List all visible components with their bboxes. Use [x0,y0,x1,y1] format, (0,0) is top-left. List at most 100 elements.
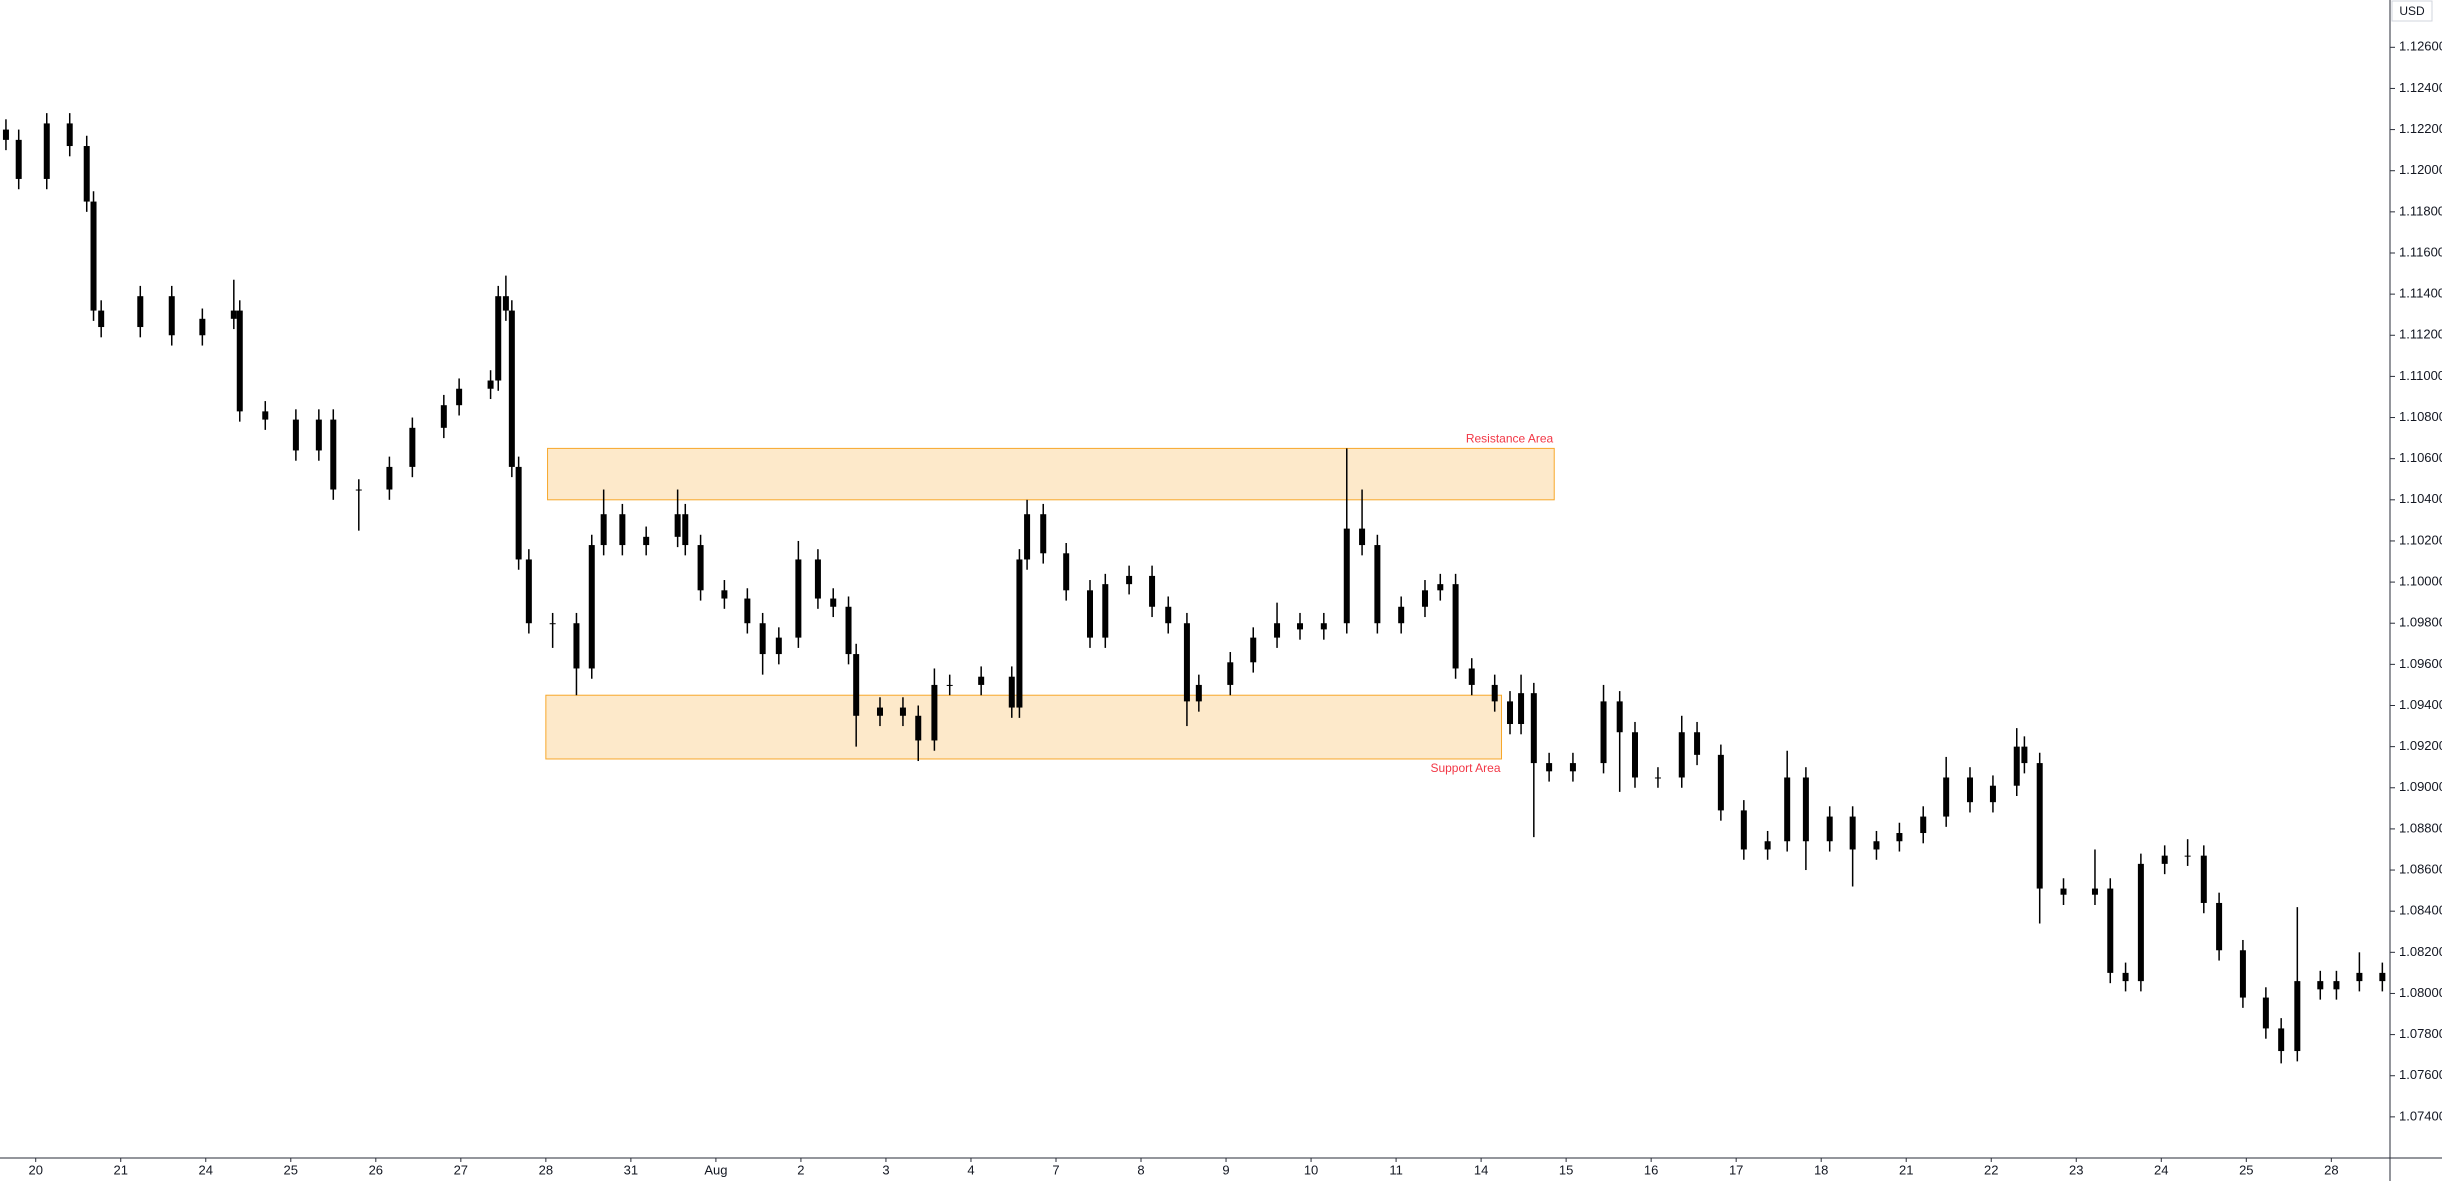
candle-body [409,427,416,467]
candle-body [1016,559,1023,708]
candle-body [814,559,821,599]
candle-body [2294,981,2301,1052]
candle-body [682,514,689,546]
candle-body [1024,514,1031,560]
x-tick-label: 24 [199,1162,213,1177]
candle-body [2122,972,2129,982]
candle-body [899,707,906,716]
candle-body [1802,777,1809,842]
candle-body [1896,833,1903,842]
y-tick-label: 1.09200 [2399,738,2442,753]
x-tick-label: 4 [967,1162,974,1177]
y-tick-label: 1.10800 [2399,409,2442,424]
candle-body [759,623,766,655]
y-tick-label: 1.09800 [2399,615,2442,630]
candle-body [775,637,782,655]
y-tick-label: 1.09000 [2399,779,2442,794]
candle-body [697,545,704,591]
y-tick-label: 1.10400 [2399,491,2442,506]
y-tick-label: 1.09400 [2399,697,2442,712]
y-tick-label: 1.08200 [2399,944,2442,959]
y-tick-label: 1.07800 [2399,1026,2442,1041]
x-tick-label: 11 [1389,1162,1403,1177]
candle-body [2060,888,2067,895]
zone [547,447,1555,501]
candle-body [1195,684,1202,702]
candle-body [508,310,515,467]
y-tick-label: 1.10200 [2399,532,2442,547]
candle-body [137,296,144,328]
candle-body [330,419,337,490]
candle-body [355,489,362,491]
y-tick-label: 1.07600 [2399,1067,2442,1082]
candle-body [1849,816,1856,850]
candle-body [1518,693,1525,725]
candle-body [1086,590,1093,638]
candle-body [236,310,243,412]
candle-body [90,201,97,311]
candle-body [1826,816,1833,842]
candle-body [1320,623,1327,630]
candle-body [1126,575,1133,585]
x-tick-label: 25 [2239,1162,2253,1177]
y-tick-label: 1.09600 [2399,656,2442,671]
candle-body [1784,777,1791,842]
candle-body [2317,981,2324,990]
x-tick-label: 25 [284,1162,298,1177]
candle-body [230,310,237,319]
y-tick-label: 1.08600 [2399,861,2442,876]
candle-body [502,296,509,311]
candle-body [83,146,90,202]
x-tick-label: 8 [1137,1162,1144,1177]
x-tick-label: 2 [797,1162,804,1177]
candle-body [1491,684,1498,702]
candle-body [830,598,837,607]
y-tick-label: 1.12000 [2399,162,2442,177]
candle-body [66,123,73,147]
candle-body [487,380,494,389]
y-tick-label: 1.10600 [2399,450,2442,465]
candle-body [2262,997,2269,1029]
candle-body [1274,623,1281,638]
candle-body [1631,732,1638,778]
zone-label: Support Area [1430,761,1500,775]
candle-body [1569,763,1576,772]
y-tick-label: 1.12200 [2399,121,2442,136]
candle-body [2216,902,2223,951]
candle-body [876,707,883,716]
candle-body [1873,841,1880,850]
candle-body [1764,841,1771,850]
candle-body [15,139,22,179]
x-tick-label: 3 [882,1162,889,1177]
x-tick-label: 27 [454,1162,468,1177]
candle-body [456,388,463,406]
candle-body [2278,1028,2285,1052]
price-axis-bg [2390,0,2442,1181]
candle-body [1717,754,1724,811]
candle-body [1694,732,1701,755]
candle-body [2091,888,2098,895]
y-tick-label: 1.11200 [2399,327,2442,342]
candle-body [1398,606,1405,624]
candle-body [2200,855,2207,903]
x-tick-label: 26 [369,1162,383,1177]
candle-body [2137,863,2144,982]
candle-body [573,623,580,669]
candle-body [1989,785,1996,803]
x-tick-label: 31 [624,1162,638,1177]
candle-body [915,715,922,741]
candle-body [2161,855,2168,864]
candle-body [978,676,985,685]
x-tick-label: 7 [1052,1162,1059,1177]
x-tick-label: 23 [2069,1162,2083,1177]
candle-body [1943,777,1950,817]
candle-body [1740,810,1747,850]
candle-body [386,466,393,490]
x-tick-label: 18 [1814,1162,1828,1177]
y-tick-label: 1.10000 [2399,574,2442,589]
x-tick-label: Aug [704,1162,727,1177]
candle-body [2239,950,2246,998]
candle-body [588,545,595,669]
candle-body [1966,777,1973,803]
